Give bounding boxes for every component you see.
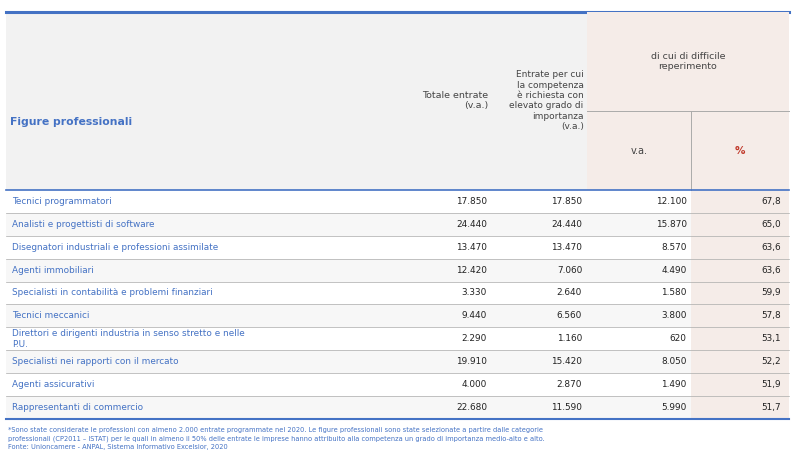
Text: 5.990: 5.990 [661, 403, 687, 412]
Text: 8.570: 8.570 [661, 243, 687, 251]
Text: Figure professionali: Figure professionali [10, 117, 132, 127]
Text: v.a.: v.a. [630, 146, 648, 156]
Text: 6.560: 6.560 [557, 312, 582, 320]
Text: 12.100: 12.100 [656, 197, 687, 206]
Bar [691, 258, 789, 282]
Text: 52,2: 52,2 [761, 357, 781, 366]
Bar [691, 213, 789, 236]
Text: 17.850: 17.850 [456, 197, 487, 206]
Bar [6, 282, 789, 305]
Bar [691, 396, 789, 419]
Text: 1.580: 1.580 [661, 288, 687, 297]
Text: 65,0: 65,0 [761, 220, 781, 229]
Text: Disegnatori industriali e professioni assimilate: Disegnatori industriali e professioni as… [12, 243, 218, 251]
Bar [6, 12, 789, 190]
Bar [691, 190, 789, 213]
Text: 53,1: 53,1 [761, 334, 781, 343]
Text: Entrate per cui
la competenza
è richiesta con
elevato grado di
importanza
(v.a.): Entrate per cui la competenza è richiest… [509, 70, 584, 131]
Text: 620: 620 [670, 334, 687, 343]
Text: 51,9: 51,9 [761, 380, 781, 389]
Text: 8.050: 8.050 [661, 357, 687, 366]
Text: Analisti e progettisti di software: Analisti e progettisti di software [12, 220, 155, 229]
Text: 19.910: 19.910 [456, 357, 487, 366]
Text: 3.800: 3.800 [661, 312, 687, 320]
Text: 57,8: 57,8 [761, 312, 781, 320]
Bar [6, 258, 789, 282]
Bar [587, 12, 789, 190]
Bar [6, 236, 789, 258]
Bar [691, 373, 789, 396]
Text: *Sono state considerate le professioni con almeno 2.000 entrate programmate nel : *Sono state considerate le professioni c… [8, 427, 545, 450]
Bar [6, 305, 789, 327]
Text: 3.330: 3.330 [462, 288, 487, 297]
Bar [691, 282, 789, 305]
Text: 15.420: 15.420 [551, 357, 582, 366]
Text: 9.440: 9.440 [462, 312, 487, 320]
Bar [6, 327, 789, 350]
Text: 4.490: 4.490 [661, 266, 687, 275]
Text: 63,6: 63,6 [761, 243, 781, 251]
Bar [6, 213, 789, 236]
Text: 1.160: 1.160 [557, 334, 582, 343]
Text: Direttori e dirigenti industria in senso stretto e nelle
P.U.: Direttori e dirigenti industria in senso… [12, 329, 245, 349]
Text: 24.440: 24.440 [456, 220, 487, 229]
Text: Tecnici programmatori: Tecnici programmatori [12, 197, 112, 206]
Bar [6, 373, 789, 396]
Text: 22.680: 22.680 [456, 403, 487, 412]
Text: Rappresentanti di commercio: Rappresentanti di commercio [12, 403, 143, 412]
Text: Specialisti in contabilità e problemi finanziari: Specialisti in contabilità e problemi fi… [12, 288, 213, 297]
Text: %: % [735, 146, 745, 156]
Text: 13.470: 13.470 [456, 243, 487, 251]
Text: 17.850: 17.850 [551, 197, 582, 206]
Bar [691, 350, 789, 373]
Text: 15.870: 15.870 [656, 220, 687, 229]
Bar [691, 305, 789, 327]
Text: Totale entrate
(v.a.): Totale entrate (v.a.) [423, 91, 488, 110]
Text: 51,7: 51,7 [761, 403, 781, 412]
Text: Tecnici meccanici: Tecnici meccanici [12, 312, 90, 320]
Text: 2.640: 2.640 [557, 288, 582, 297]
Text: Specialisti nei rapporti con il mercato: Specialisti nei rapporti con il mercato [12, 357, 178, 366]
Text: 24.440: 24.440 [551, 220, 582, 229]
Text: 67,8: 67,8 [761, 197, 781, 206]
Text: 2.290: 2.290 [462, 334, 487, 343]
Text: di cui di difficile
reperimento: di cui di difficile reperimento [651, 52, 725, 71]
Bar [691, 236, 789, 258]
Bar [691, 327, 789, 350]
Bar [6, 350, 789, 373]
Text: 4.000: 4.000 [462, 380, 487, 389]
Text: Agenti immobiliari: Agenti immobiliari [12, 266, 94, 275]
Text: 59,9: 59,9 [761, 288, 781, 297]
Bar [6, 190, 789, 213]
Bar [6, 396, 789, 419]
Text: 11.590: 11.590 [551, 403, 582, 412]
Text: Agenti assicurativi: Agenti assicurativi [12, 380, 94, 389]
Text: 7.060: 7.060 [557, 266, 582, 275]
Text: 1.490: 1.490 [661, 380, 687, 389]
Text: 2.870: 2.870 [557, 380, 582, 389]
Text: 13.470: 13.470 [551, 243, 582, 251]
Text: 63,6: 63,6 [761, 266, 781, 275]
Text: 12.420: 12.420 [456, 266, 487, 275]
